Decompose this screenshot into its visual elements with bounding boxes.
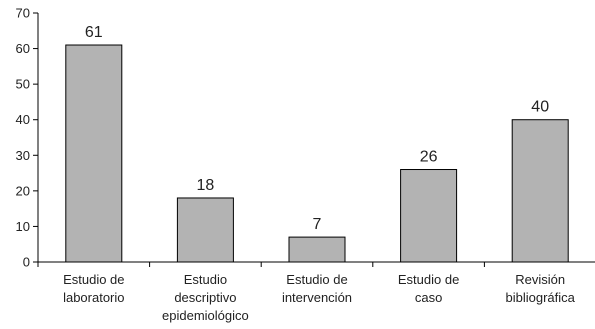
y-tick-label: 30 [16,148,30,163]
data-label: 18 [197,177,215,194]
bars [65,44,569,263]
bar [176,197,234,263]
bar [511,119,569,263]
category-label-line: laboratorio [63,290,124,305]
category-label-line: intervención [282,290,352,305]
category-label: Estudio de caso [398,272,459,305]
category-label: Revisión bibliográfica [506,272,576,305]
bar [65,44,123,263]
category-label-line: Revisión [515,272,565,287]
y-tick-label: 20 [16,183,30,198]
y-tick-label: 60 [16,41,30,56]
category-label: Estudio de intervención [282,272,352,305]
axes: 0 10 20 30 40 50 60 70 [16,6,595,270]
category-label-line: caso [415,290,442,305]
category-label: Estudio descriptivo epidemiológico [162,272,249,323]
category-label-line: bibliográfica [506,290,576,305]
category-label: Estudio de laboratorio [63,272,124,305]
category-label-line: epidemiológico [162,308,249,323]
category-label-line: descriptivo [174,290,236,305]
category-label-line: Estudio de [398,272,459,287]
category-label-line: Estudio de [286,272,347,287]
y-tick-label: 50 [16,77,30,92]
data-label: 26 [420,149,438,166]
y-tick-label: 70 [16,6,30,21]
y-tick-label: 0 [23,255,30,270]
data-label: 61 [85,24,103,41]
bar [288,236,346,263]
y-tick-label: 40 [16,112,30,127]
category-label-line: Estudio de [63,272,124,287]
bar [400,169,458,263]
data-label: 40 [531,99,549,116]
data-label: 7 [313,216,322,233]
y-tick-label: 10 [16,219,30,234]
category-label-line: Estudio [184,272,227,287]
labels: 61 Estudio de laboratorio 18 Estudio descript… [63,24,576,323]
